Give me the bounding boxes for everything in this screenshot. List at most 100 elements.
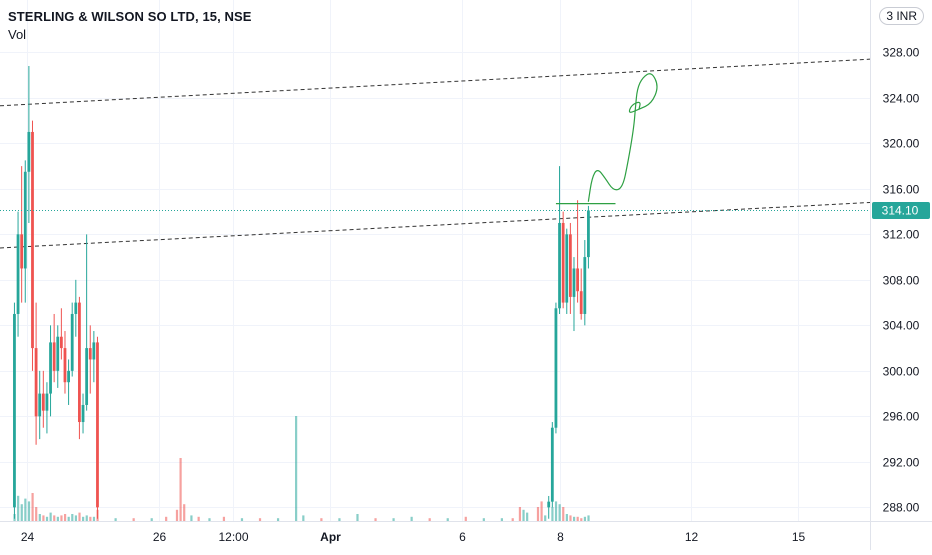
volume-bar bbox=[302, 515, 305, 521]
volume-bar bbox=[222, 516, 226, 521]
candle-body bbox=[59, 336, 63, 349]
volume-bar bbox=[554, 501, 558, 521]
candle-body bbox=[96, 342, 99, 508]
price-tick-label: 308.00 bbox=[883, 274, 920, 288]
time-tick-label: 15 bbox=[792, 530, 806, 544]
symbol-title: STERLING & WILSON SO LTD, 15, NSE bbox=[8, 9, 252, 24]
volume-bar bbox=[183, 504, 186, 521]
volume-layer bbox=[13, 416, 590, 521]
candle-body bbox=[41, 393, 45, 411]
candle-body bbox=[23, 171, 27, 269]
volume-bar bbox=[42, 515, 45, 521]
volume-bar bbox=[71, 514, 74, 521]
trendline bbox=[0, 58, 871, 107]
volume-bar bbox=[150, 518, 153, 521]
volume-indicator-label[interactable]: Vol bbox=[8, 27, 27, 42]
last-price-tag bbox=[872, 201, 930, 219]
volume-bar bbox=[565, 514, 568, 521]
trendline-layer[interactable] bbox=[0, 58, 871, 249]
volume-bar bbox=[518, 507, 522, 521]
candle-body bbox=[583, 257, 587, 314]
time-tick-label: 6 bbox=[459, 530, 466, 544]
trendline bbox=[0, 201, 871, 249]
candle-body bbox=[547, 501, 551, 508]
candle-body bbox=[38, 393, 42, 417]
volume-bar bbox=[540, 501, 543, 521]
chart-header: STERLING & WILSON SO LTD, 15, NSE Vol bbox=[8, 8, 252, 44]
volume-bar bbox=[356, 514, 359, 521]
last-price-value: 314.10 bbox=[882, 203, 919, 217]
volume-bar bbox=[276, 518, 280, 521]
volume-bar bbox=[562, 507, 565, 521]
volume-bar bbox=[569, 515, 572, 521]
volume-bar bbox=[551, 507, 554, 521]
volume-bar bbox=[78, 512, 81, 521]
price-tick-label: 324.00 bbox=[883, 92, 920, 106]
volume-bar bbox=[179, 458, 182, 521]
volume-bar bbox=[320, 518, 323, 521]
time-tick-label: Apr bbox=[320, 530, 341, 544]
volume-bar bbox=[85, 515, 88, 521]
volume-bar bbox=[446, 518, 449, 521]
volume-bar bbox=[74, 515, 78, 521]
candle-body bbox=[70, 313, 74, 371]
price-tick-label: 300.00 bbox=[883, 365, 920, 379]
candle-body bbox=[550, 427, 554, 502]
candle-body bbox=[576, 268, 579, 292]
volume-bar bbox=[410, 516, 413, 521]
candle-body bbox=[554, 308, 558, 428]
candle-body bbox=[13, 313, 16, 508]
last-price-layer: 314.10 bbox=[0, 201, 930, 219]
volume-bar bbox=[428, 518, 431, 521]
price-tick-label: 296.00 bbox=[883, 410, 920, 424]
price-tick-label: 288.00 bbox=[883, 501, 920, 515]
volume-bar bbox=[45, 516, 49, 521]
candle-body bbox=[88, 348, 92, 360]
price-tick-label: 292.00 bbox=[883, 456, 920, 470]
volume-bar bbox=[175, 509, 179, 521]
volume-bar bbox=[583, 516, 587, 521]
candle-body bbox=[20, 234, 24, 269]
volume-bar bbox=[92, 516, 96, 521]
candle-body bbox=[27, 131, 31, 172]
volume-bar bbox=[526, 512, 529, 521]
drawing-layer[interactable] bbox=[555, 73, 658, 205]
volume-bar bbox=[258, 518, 262, 521]
candle-body bbox=[587, 210, 590, 258]
price-tick-label: 304.00 bbox=[883, 319, 920, 333]
time-tick-label: 12:00 bbox=[218, 530, 248, 544]
candle-body bbox=[558, 222, 561, 309]
volume-bar bbox=[38, 514, 41, 521]
volume-bar bbox=[60, 515, 63, 521]
candle-body bbox=[31, 131, 34, 349]
volume-bar bbox=[240, 518, 244, 521]
volume-bar bbox=[56, 516, 59, 521]
candle-body bbox=[92, 342, 96, 360]
candle-body bbox=[565, 234, 569, 303]
price-tick-label: 312.00 bbox=[883, 228, 920, 242]
candle-body bbox=[561, 222, 565, 303]
volume-bar bbox=[544, 515, 547, 521]
volume-bar bbox=[572, 516, 576, 521]
candle-layer bbox=[13, 65, 590, 519]
volume-bar bbox=[587, 515, 590, 521]
currency-badge[interactable]: 3 INR bbox=[879, 7, 924, 25]
volume-bar bbox=[208, 518, 211, 521]
volume-bar bbox=[49, 512, 52, 521]
candle-body bbox=[78, 302, 81, 423]
volume-bar bbox=[132, 518, 135, 521]
volume-bar bbox=[464, 516, 467, 521]
candle-body bbox=[52, 342, 56, 371]
time-tick-label: 12 bbox=[685, 530, 699, 544]
candle-body bbox=[34, 348, 38, 417]
volume-bar bbox=[576, 516, 579, 521]
volume-bar bbox=[67, 516, 70, 521]
volume-bar bbox=[536, 507, 540, 521]
volume-bar bbox=[500, 518, 503, 521]
volume-bar bbox=[165, 516, 168, 521]
candle-body bbox=[16, 234, 20, 314]
candle-body bbox=[56, 336, 60, 371]
